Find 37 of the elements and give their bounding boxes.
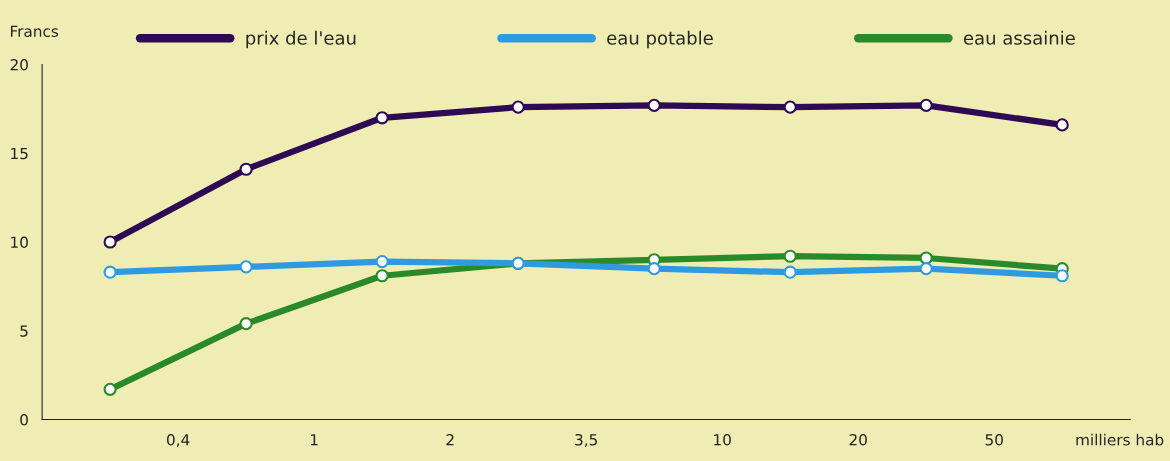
point (239, 317, 253, 331)
point (103, 235, 117, 249)
text: 1 (310, 434, 318, 446)
y-axis-title: Francs (10, 25, 59, 38)
y-tick-label: 20 (10, 59, 28, 71)
point (1055, 118, 1069, 132)
legend-label: prix de l'eau (246, 30, 356, 49)
point (647, 262, 661, 276)
point (783, 100, 797, 114)
point (375, 269, 389, 283)
point (375, 111, 389, 125)
point (783, 249, 797, 263)
text: 50 (985, 433, 1003, 446)
legend-label: eau assainie (963, 30, 1075, 45)
legend-label: eau potable (607, 30, 713, 49)
y-tick-label: 15 (11, 147, 28, 160)
y-tick-label: 10 (11, 236, 28, 249)
point (239, 162, 253, 176)
point (239, 260, 253, 274)
text: 0,4 (166, 433, 190, 448)
text: 3,5 (575, 433, 597, 448)
point (103, 382, 117, 396)
text: 2 (446, 433, 454, 446)
text: 20 (849, 433, 867, 446)
x-axis-title: milliers hab (1076, 433, 1164, 446)
y-tick-label: 5 (20, 325, 28, 337)
point (783, 265, 797, 279)
y-tick-label: 0 (20, 413, 28, 426)
point (919, 262, 933, 276)
point (103, 265, 117, 279)
point (375, 254, 389, 269)
point (919, 98, 933, 112)
point (919, 251, 933, 265)
point (1055, 269, 1069, 283)
text: 10 (714, 433, 731, 446)
point (647, 98, 661, 112)
point (511, 100, 525, 114)
